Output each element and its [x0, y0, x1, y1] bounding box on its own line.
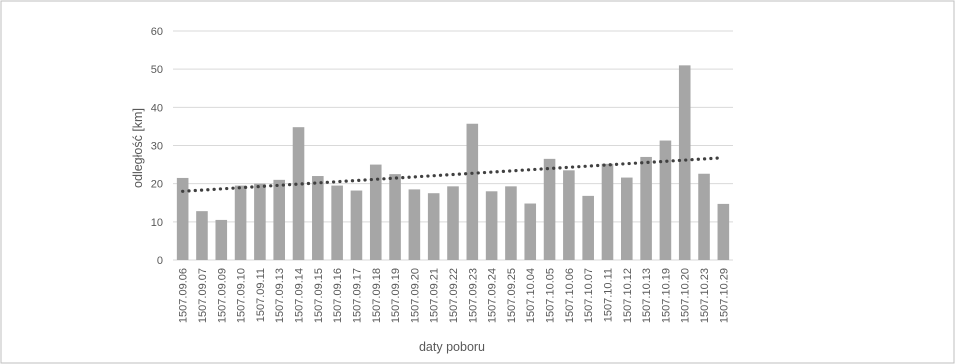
bar — [215, 219, 228, 260]
bar — [331, 185, 343, 260]
bar — [408, 189, 421, 260]
y-tick-label: 20 — [151, 179, 163, 191]
x-tick-label: 1507.09.15 — [313, 268, 325, 323]
y-tick-label: 50 — [151, 64, 163, 76]
x-tick-label: 1507.09.16 — [332, 268, 344, 323]
x-tick-label: 1507.10.12 — [622, 268, 634, 323]
bar — [389, 174, 401, 260]
x-tick-label: 1507.09.24 — [487, 268, 499, 323]
bar — [601, 163, 614, 260]
bar — [524, 203, 537, 260]
bar — [659, 140, 672, 260]
x-tick-label: 1507.10.11 — [602, 268, 614, 322]
bar — [621, 177, 633, 260]
x-tick-label: 1507.09.19 — [390, 268, 402, 323]
x-tick-label: 1507.10.13 — [641, 268, 653, 323]
x-tick-label: 1507.09.11 — [255, 268, 267, 322]
x-tick-label: 1507.09.14 — [294, 268, 306, 323]
x-tick-label: 1507.10.05 — [545, 268, 557, 323]
bar — [485, 191, 498, 260]
y-axis-title: odległość [km] — [131, 108, 145, 188]
bar — [543, 158, 556, 260]
y-tick-label: 0 — [157, 255, 163, 267]
bar — [176, 177, 189, 260]
x-tick-label: 1507.09.06 — [178, 268, 190, 323]
y-tick-label: 30 — [151, 141, 163, 153]
bar — [234, 185, 247, 260]
x-axis-title: daty poboru — [419, 340, 485, 354]
x-tick-label: 1507.09.22 — [448, 268, 460, 323]
y-tick-label: 40 — [151, 102, 163, 114]
trendline-line — [181, 156, 725, 193]
x-tick-label: 1507.09.07 — [197, 268, 209, 323]
bar — [563, 170, 575, 260]
bar — [273, 179, 285, 260]
x-tick-label: 1507.10.29 — [718, 268, 730, 323]
bar — [678, 65, 691, 260]
x-tick-label: 1507.10.20 — [680, 268, 692, 323]
x-tick-label: 1507.09.23 — [467, 268, 479, 323]
gridlines — [173, 30, 733, 261]
bar — [292, 127, 305, 261]
bar — [369, 164, 382, 260]
x-tick-label: 1507.10.06 — [564, 268, 576, 323]
x-tick-label: 1507.09.10 — [236, 268, 248, 323]
bar — [466, 123, 479, 261]
x-tick-label: 1507.09.09 — [216, 268, 228, 323]
bar — [254, 183, 266, 260]
x-tick-label: 1507.09.13 — [274, 268, 286, 323]
x-tick-label: 1507.09.18 — [371, 268, 383, 323]
trendline — [181, 156, 725, 193]
x-tick-label: 1507.10.07 — [583, 268, 595, 323]
y-tick-label: 10 — [151, 217, 163, 229]
bar — [505, 186, 517, 260]
bar — [698, 173, 710, 260]
x-tick-label: 1507.10.04 — [525, 268, 537, 323]
bar — [196, 211, 208, 260]
x-tick-label: 1507.09.25 — [506, 268, 518, 323]
y-axis-ticks: 0 10 20 30 40 50 60 — [151, 26, 163, 267]
y-tick-label: 60 — [151, 26, 163, 38]
bar — [582, 195, 594, 260]
x-tick-label: 1507.09.20 — [409, 268, 421, 323]
x-tick-label: 1507.10.23 — [699, 268, 711, 323]
x-tick-label: 1507.09.17 — [351, 268, 363, 323]
x-tick-label: 1507.09.21 — [429, 268, 441, 323]
bar — [350, 190, 363, 260]
bar — [447, 186, 459, 260]
bars — [176, 65, 730, 261]
bar — [312, 176, 324, 260]
bar — [427, 193, 440, 260]
x-tick-label: 1507.10.19 — [660, 268, 672, 323]
bar — [640, 156, 652, 260]
bar — [717, 203, 730, 260]
x-axis-ticks: 1507.09.06 1507.09.07 1507.09.09 1507.09.10… — [178, 268, 731, 323]
